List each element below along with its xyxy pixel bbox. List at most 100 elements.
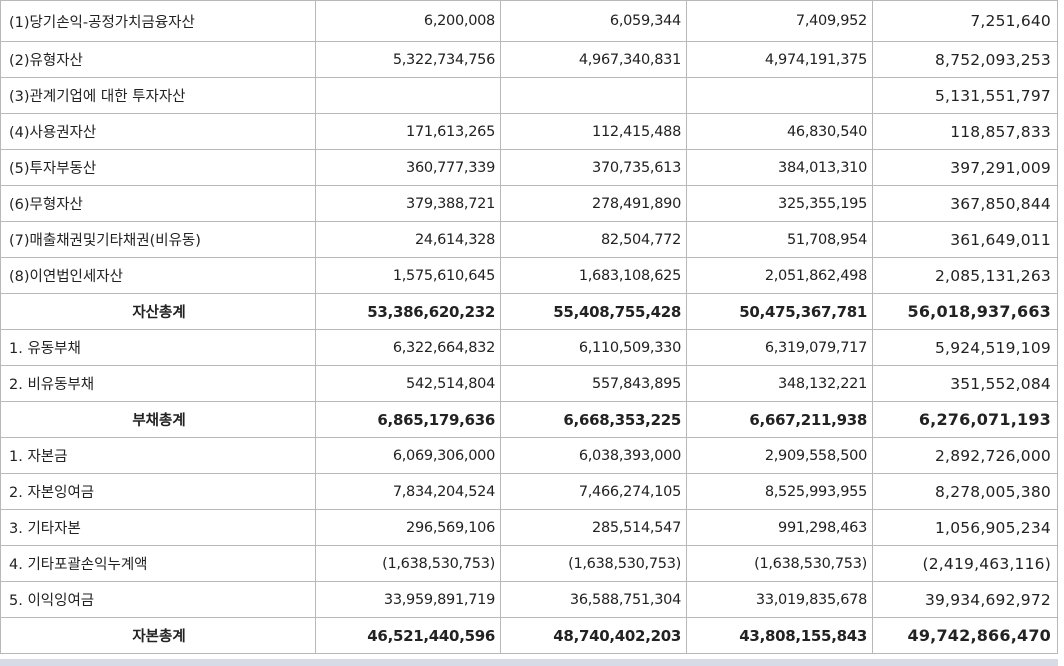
value-cell-col4: 5,131,551,797 (872, 77, 1058, 114)
value-cell-col1: 542,514,804 (315, 365, 501, 402)
row-label: 자산총계 (0, 293, 316, 330)
row-label: (7)매출채권및기타채권(비유동) (0, 221, 316, 258)
value-cell-col2: 557,843,895 (500, 365, 687, 402)
row-label: 4. 기타포괄손익누계액 (0, 545, 316, 582)
window-right-edge (1058, 0, 1064, 666)
value-cell-col3: 325,355,195 (686, 185, 873, 222)
row-label: 자본총계 (0, 617, 316, 654)
value-cell-col1: 53,386,620,232 (315, 293, 501, 330)
value-cell-col2: 82,504,772 (500, 221, 687, 258)
row-label: (3)관계기업에 대한 투자자산 (0, 77, 316, 114)
value-cell-col3: 7,409,952 (686, 0, 873, 42)
value-cell-col2: 285,514,547 (500, 509, 687, 546)
row-label: 3. 기타자본 (0, 509, 316, 546)
table-row: (7)매출채권및기타채권(비유동) 24,614,328 82,504,772 51,… (0, 221, 1058, 258)
value-cell-col3: 6,319,079,717 (686, 329, 873, 366)
value-cell-col3: 384,013,310 (686, 149, 873, 186)
value-cell-col4: 361,649,011 (872, 221, 1058, 258)
value-cell-col3: 33,019,835,678 (686, 581, 873, 618)
value-cell-col1: 6,069,306,000 (315, 437, 501, 474)
row-label: (2)유형자산 (0, 41, 316, 78)
value-cell-col4: 118,857,833 (872, 113, 1058, 150)
value-cell-col1: 33,959,891,719 (315, 581, 501, 618)
value-cell-col2: 370,735,613 (500, 149, 687, 186)
value-cell-col1: 6,322,664,832 (315, 329, 501, 366)
value-cell-col4: 367,850,844 (872, 185, 1058, 222)
value-cell-col4: 8,278,005,380 (872, 473, 1058, 510)
value-cell-col4: 1,056,905,234 (872, 509, 1058, 546)
value-cell-col2: 36,588,751,304 (500, 581, 687, 618)
value-cell-col4: 7,251,640 (872, 0, 1058, 42)
table-total-row: 자본총계 46,521,440,596 48,740,402,203 43,808,1… (0, 617, 1058, 654)
value-cell-col2: 4,967,340,831 (500, 41, 687, 78)
table-total-row: 자산총계 53,386,620,232 55,408,755,428 50,475,3… (0, 293, 1058, 330)
table-row: (8)이연법인세자산 1,575,610,645 1,683,108,625 2,05… (0, 257, 1058, 294)
value-cell-col2: 6,038,393,000 (500, 437, 687, 474)
value-cell-col3: 46,830,540 (686, 113, 873, 150)
table-row: 1. 유동부채 6,322,664,832 6,110,509,330 6,319,0… (0, 329, 1058, 366)
value-cell-col2: 48,740,402,203 (500, 617, 687, 654)
value-cell-col1 (315, 77, 501, 114)
value-cell-col3: 50,475,367,781 (686, 293, 873, 330)
row-label: 1. 유동부채 (0, 329, 316, 366)
value-cell-col2: 278,491,890 (500, 185, 687, 222)
value-cell-col2: 6,668,353,225 (500, 401, 687, 438)
value-cell-col3: 8,525,993,955 (686, 473, 873, 510)
value-cell-col1: 46,521,440,596 (315, 617, 501, 654)
value-cell-col4: 6,276,071,193 (872, 401, 1058, 438)
value-cell-col1: 5,322,734,756 (315, 41, 501, 78)
row-label: 2. 자본잉여금 (0, 473, 316, 510)
value-cell-col2: 55,408,755,428 (500, 293, 687, 330)
value-cell-col2 (500, 77, 687, 114)
table-row: (6)무형자산 379,388,721 278,491,890 325,355,195… (0, 185, 1058, 222)
row-label: (5)투자부동산 (0, 149, 316, 186)
value-cell-col3: (1,638,530,753) (686, 545, 873, 582)
row-label: (8)이연법인세자산 (0, 257, 316, 294)
value-cell-col3: 6,667,211,938 (686, 401, 873, 438)
row-label: 부채총계 (0, 401, 316, 438)
table-row: (3)관계기업에 대한 투자자산 5,131,551,797 (0, 77, 1058, 114)
row-label: 5. 이익잉여금 (0, 581, 316, 618)
value-cell-col2: 6,110,509,330 (500, 329, 687, 366)
value-cell-col4: 56,018,937,663 (872, 293, 1058, 330)
table-row: 3. 기타자본 296,569,106 285,514,547 991,298,463… (0, 509, 1058, 546)
value-cell-col1: 6,865,179,636 (315, 401, 501, 438)
table-row: (1)당기손익-공정가치금융자산 6,200,008 6,059,344 7,409,… (0, 0, 1058, 42)
table-row: (5)투자부동산 360,777,339 370,735,613 384,013,31… (0, 149, 1058, 186)
value-cell-col4: 351,552,084 (872, 365, 1058, 402)
value-cell-col3: 43,808,155,843 (686, 617, 873, 654)
value-cell-col4: 397,291,009 (872, 149, 1058, 186)
value-cell-col3: 2,909,558,500 (686, 437, 873, 474)
value-cell-col3: 51,708,954 (686, 221, 873, 258)
value-cell-col1: 296,569,106 (315, 509, 501, 546)
value-cell-col1: 360,777,339 (315, 149, 501, 186)
value-cell-col2: 1,683,108,625 (500, 257, 687, 294)
table-row: 2. 비유동부채 542,514,804 557,843,895 348,132,22… (0, 365, 1058, 402)
table-total-row: 부채총계 6,865,179,636 6,668,353,225 6,667,211,… (0, 401, 1058, 438)
table-row: 2. 자본잉여금 7,834,204,524 7,466,274,105 8,525,… (0, 473, 1058, 510)
row-label: (6)무형자산 (0, 185, 316, 222)
value-cell-col4: 5,924,519,109 (872, 329, 1058, 366)
value-cell-col4: 2,085,131,263 (872, 257, 1058, 294)
financial-statement-table: (1)당기손익-공정가치금융자산 6,200,008 6,059,344 7,409,… (0, 0, 1058, 654)
table-row: 5. 이익잉여금 33,959,891,719 36,588,751,304 33,0… (0, 581, 1058, 618)
value-cell-col1: 1,575,610,645 (315, 257, 501, 294)
value-cell-col1: 171,613,265 (315, 113, 501, 150)
value-cell-col2: 7,466,274,105 (500, 473, 687, 510)
value-cell-col3: 2,051,862,498 (686, 257, 873, 294)
value-cell-col4: 8,752,093,253 (872, 41, 1058, 78)
value-cell-col1: 24,614,328 (315, 221, 501, 258)
value-cell-col4: (2,419,463,116) (872, 545, 1058, 582)
value-cell-col3: 991,298,463 (686, 509, 873, 546)
value-cell-col1: (1,638,530,753) (315, 545, 501, 582)
row-label: 1. 자본금 (0, 437, 316, 474)
table-row: (4)사용권자산 171,613,265 112,415,488 46,830,540… (0, 113, 1058, 150)
value-cell-col4: 2,892,726,000 (872, 437, 1058, 474)
value-cell-col3: 4,974,191,375 (686, 41, 873, 78)
table-row: 4. 기타포괄손익누계액 (1,638,530,753) (1,638,530,75… (0, 545, 1058, 582)
value-cell-col3: 348,132,221 (686, 365, 873, 402)
table-row: 1. 자본금 6,069,306,000 6,038,393,000 2,909,55… (0, 437, 1058, 474)
row-label: (1)당기손익-공정가치금융자산 (0, 0, 316, 42)
table-row: (2)유형자산 5,322,734,756 4,967,340,831 4,974,1… (0, 41, 1058, 78)
value-cell-col1: 6,200,008 (315, 0, 501, 42)
